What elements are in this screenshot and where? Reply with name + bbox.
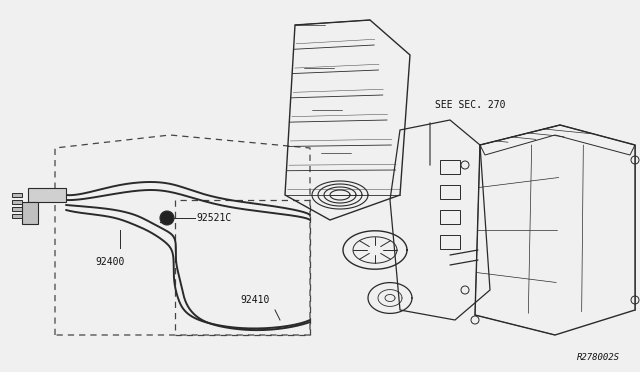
Bar — [440, 185, 460, 199]
Text: 92410: 92410 — [240, 295, 269, 305]
Circle shape — [160, 211, 174, 225]
Bar — [28, 188, 66, 202]
Bar — [22, 202, 38, 224]
Bar — [440, 210, 460, 224]
Bar — [440, 160, 460, 174]
Text: 92521C: 92521C — [196, 213, 231, 223]
Text: R278002S: R278002S — [577, 353, 620, 362]
Text: SEE SEC. 270: SEE SEC. 270 — [435, 100, 506, 110]
Bar — [12, 200, 22, 204]
Bar — [12, 214, 22, 218]
Bar — [440, 235, 460, 249]
Bar — [12, 193, 22, 197]
Text: 92400: 92400 — [95, 257, 124, 267]
Bar — [12, 207, 22, 211]
